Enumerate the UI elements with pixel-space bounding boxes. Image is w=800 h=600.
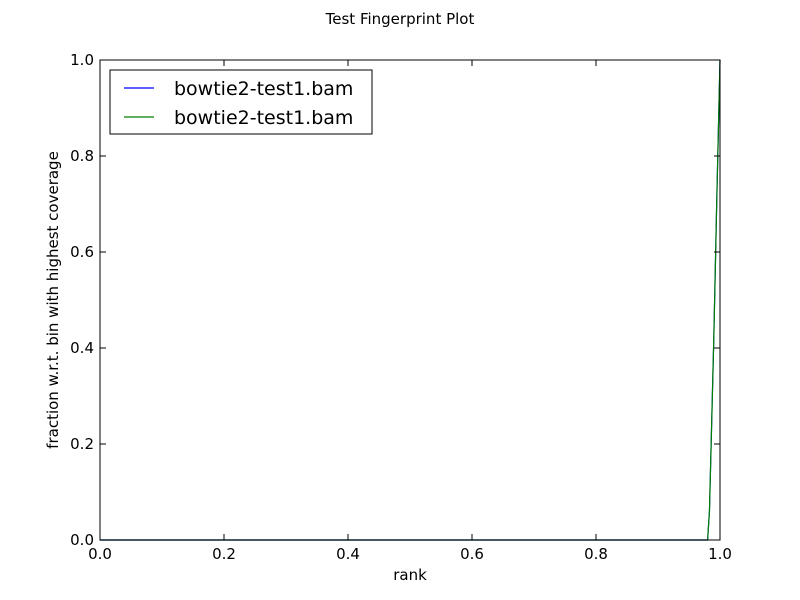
- y-tick-label: 0.0: [70, 531, 94, 549]
- y-tick-label: 1.0: [70, 51, 94, 69]
- x-tick-label: 0.6: [460, 545, 484, 563]
- legend-label-2: bowtie2-test1.bam: [174, 107, 353, 129]
- y-axis-label: fraction w.r.t. bin with highest coverag…: [44, 151, 62, 449]
- y-tick-label: 0.6: [70, 243, 94, 261]
- tick-layer: 0.0 0.2 0.4 0.6 0.8 1.0 0.0 0.2 0.4 0.6 0.8 1.0: [70, 51, 732, 563]
- x-tick-label: 0.0: [88, 545, 112, 563]
- x-axis-label: rank: [393, 566, 427, 584]
- legend: bowtie2-test1.bam bowtie2-test1.bam: [109, 69, 373, 135]
- x-tick-label: 0.2: [212, 545, 236, 563]
- y-tick-label: 0.8: [70, 147, 94, 165]
- legend-box: [109, 69, 373, 135]
- x-tick-label: 0.4: [336, 545, 360, 563]
- y-tick-label: 0.2: [70, 435, 94, 453]
- plot-frame: [99, 59, 721, 541]
- legend-label-1: bowtie2-test1.bam: [174, 78, 353, 100]
- chart-title: Test Fingerprint Plot: [325, 10, 475, 28]
- x-tick-label: 0.8: [584, 545, 608, 563]
- y-tick-label: 0.4: [70, 339, 94, 357]
- x-tick-label: 1.0: [708, 545, 732, 563]
